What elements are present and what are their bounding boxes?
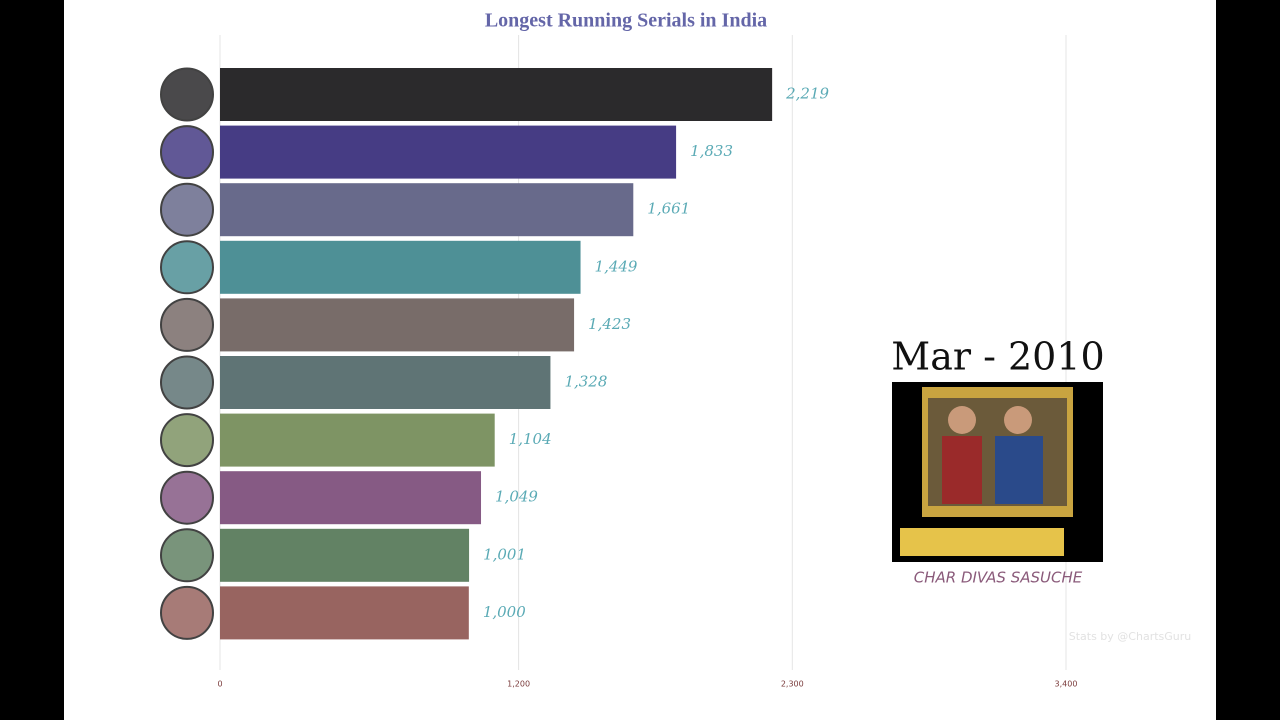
x-tick-label: 2,300 [781, 680, 804, 689]
category-image [160, 355, 214, 410]
featured-poster [892, 382, 1103, 562]
x-tick-label: 3,400 [1055, 680, 1078, 689]
bars: 2,219 1,833 1,661 1,449 1,423 1,328 1,104 1,049… [160, 67, 830, 640]
category-image [160, 125, 214, 180]
date-label: Mar - 2010 [891, 335, 1104, 379]
value-label: 1,000 [483, 603, 526, 621]
x-tick-label: 0 [217, 680, 222, 689]
credit: Stats by @ChartsGuru [1069, 630, 1192, 643]
chart-title: Longest Running Serials in India [485, 10, 767, 32]
bar [220, 68, 773, 121]
bar [220, 528, 470, 582]
bar [220, 413, 495, 467]
bar [220, 240, 581, 294]
category-image [160, 470, 214, 525]
value-label: 1,328 [564, 373, 607, 391]
category-image [160, 528, 214, 583]
category-image [160, 297, 214, 352]
category-image [160, 585, 214, 640]
value-label: 1,104 [509, 430, 552, 448]
value-label: 1,449 [595, 257, 638, 275]
value-label: 1,001 [483, 545, 526, 563]
bar [220, 183, 634, 237]
category-image [160, 67, 214, 122]
featured-caption: CHAR DIVAS SASUCHE [914, 569, 1083, 587]
category-image [160, 240, 214, 295]
bar [220, 125, 677, 179]
value-label: 1,833 [690, 142, 733, 160]
bar [220, 298, 575, 352]
category-image [160, 182, 214, 237]
value-label: 1,661 [647, 200, 690, 218]
bar [220, 471, 482, 525]
value-label: 2,219 [785, 85, 829, 103]
bar [220, 586, 469, 640]
value-label: 1,423 [588, 315, 631, 333]
x-tick-label: 1,200 [507, 680, 530, 689]
bar [220, 356, 551, 409]
category-image [160, 413, 214, 468]
value-label: 1,049 [495, 488, 538, 506]
